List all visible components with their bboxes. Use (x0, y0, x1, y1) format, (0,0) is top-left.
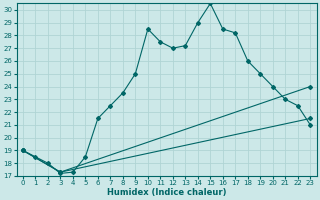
X-axis label: Humidex (Indice chaleur): Humidex (Indice chaleur) (107, 188, 226, 197)
